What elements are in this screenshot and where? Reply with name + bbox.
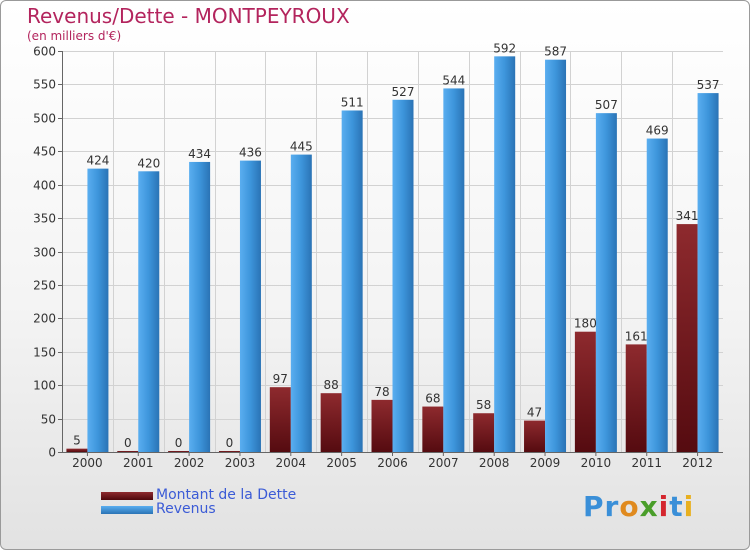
bar-revenus-2004: [290, 154, 312, 452]
label-dette-2010: 180: [574, 317, 597, 331]
label-dette-2003: 0: [226, 436, 234, 450]
x-tick-label: 2004: [276, 456, 307, 470]
label-dette-2001: 0: [124, 436, 132, 450]
y-tick-label: 600: [33, 45, 56, 59]
bar-dette-2000: [66, 448, 88, 452]
label-revenus-2011: 469: [646, 124, 669, 138]
label-revenus-2004: 445: [290, 140, 313, 154]
bar-revenus-2002: [189, 161, 211, 452]
bar-revenus-2009: [545, 59, 567, 453]
x-tick-label: 2009: [530, 456, 561, 470]
x-tick-label: 2003: [225, 456, 256, 470]
label-revenus-2008: 592: [493, 41, 516, 55]
bar-revenus-2001: [138, 171, 160, 453]
bar-dette-2005: [320, 393, 342, 452]
bar-revenus-2008: [494, 56, 516, 452]
legend-label-dette: Montant de la Dette: [156, 487, 297, 503]
label-revenus-2005: 511: [341, 95, 364, 109]
bar-dette-2002: [168, 451, 190, 452]
x-axis-ticks: 2000 2001 2002 2003 2004 2005 2006 2007 2008 2009…: [72, 452, 713, 470]
label-dette-2009: 47: [527, 406, 542, 420]
x-tick-label: 2002: [174, 456, 205, 470]
label-dette-2012: 341: [676, 209, 699, 223]
y-tick-label: 150: [33, 346, 56, 360]
bar-revenus-2003: [239, 160, 261, 452]
bar-revenus-2012: [697, 93, 719, 452]
legend-swatch-dette: [101, 492, 153, 500]
x-tick-label: 2008: [479, 456, 510, 470]
bar-revenus-2011: [646, 138, 668, 452]
label-dette-2007: 68: [425, 392, 440, 406]
bar-dette-2008: [473, 413, 495, 452]
label-dette-2011: 161: [625, 329, 648, 343]
label-revenus-2000: 424: [86, 154, 109, 168]
label-revenus-2009: 587: [544, 45, 567, 59]
unit-label: (en milliers d'€): [27, 29, 122, 43]
label-revenus-2006: 527: [392, 85, 415, 99]
bar-revenus-2005: [341, 110, 363, 453]
label-dette-2008: 58: [476, 398, 491, 412]
bar-dette-2006: [371, 399, 393, 452]
bar-dette-2009: [524, 420, 546, 452]
bar-revenus-2007: [443, 88, 465, 452]
bar-dette-2004: [269, 387, 291, 452]
bar-revenus-2006: [392, 99, 414, 452]
bar-dette-2007: [422, 406, 444, 452]
label-revenus-2001: 420: [137, 156, 160, 170]
x-tick-label: 2011: [631, 456, 662, 470]
proxiti-logo: Proxiti: [583, 490, 695, 523]
y-tick-label: 100: [33, 379, 56, 393]
label-dette-2004: 97: [273, 372, 288, 386]
x-tick-label: 2000: [72, 456, 103, 470]
y-tick-label: 450: [33, 145, 56, 159]
y-tick-label: 500: [33, 112, 56, 126]
y-tick-label: 250: [33, 279, 56, 293]
x-tick-label: 2007: [428, 456, 459, 470]
y-tick-label: 0: [48, 446, 56, 460]
y-tick-label: 200: [33, 312, 56, 326]
label-revenus-2012: 537: [697, 78, 720, 92]
label-dette-2000: 5: [73, 434, 81, 448]
label-revenus-2002: 434: [188, 147, 211, 161]
label-revenus-2007: 544: [442, 73, 465, 87]
y-tick-label: 350: [33, 212, 56, 226]
bar-dette-2003: [218, 451, 240, 452]
bar-dette-2001: [117, 451, 139, 452]
y-tick-label: 400: [33, 179, 56, 193]
bar-revenus-2010: [595, 113, 617, 452]
label-dette-2006: 78: [374, 385, 389, 399]
label-revenus-2003: 436: [239, 146, 262, 160]
x-tick-label: 2012: [682, 456, 713, 470]
bar-revenus-2000: [87, 168, 109, 453]
x-tick-label: 2010: [581, 456, 612, 470]
legend-swatch-revenus: [101, 506, 153, 514]
y-axis-ticks: 0 50 100 150 200 250 300 350 400 450 500 550 600: [33, 45, 62, 460]
bar-dette-2012: [676, 224, 698, 452]
y-tick-label: 550: [33, 78, 56, 92]
data-labels: 5 424 0 420 0 434 0 436 97 445 88 511 78 527 68 544 58 59…: [73, 41, 719, 450]
x-tick-label: 2006: [377, 456, 408, 470]
label-dette-2005: 88: [324, 378, 339, 392]
x-tick-label: 2005: [326, 456, 357, 470]
chart-title: Revenus/Dette - MONTPEYROUX: [27, 4, 350, 28]
y-tick-label: 50: [41, 413, 56, 427]
label-dette-2002: 0: [175, 436, 183, 450]
bar-dette-2010: [574, 331, 596, 452]
legend-label-revenus: Revenus: [156, 501, 216, 517]
y-tick-label: 300: [33, 246, 56, 260]
x-tick-label: 2001: [123, 456, 154, 470]
bar-dette-2011: [625, 344, 647, 452]
bars: [66, 56, 719, 453]
label-revenus-2010: 507: [595, 98, 618, 112]
